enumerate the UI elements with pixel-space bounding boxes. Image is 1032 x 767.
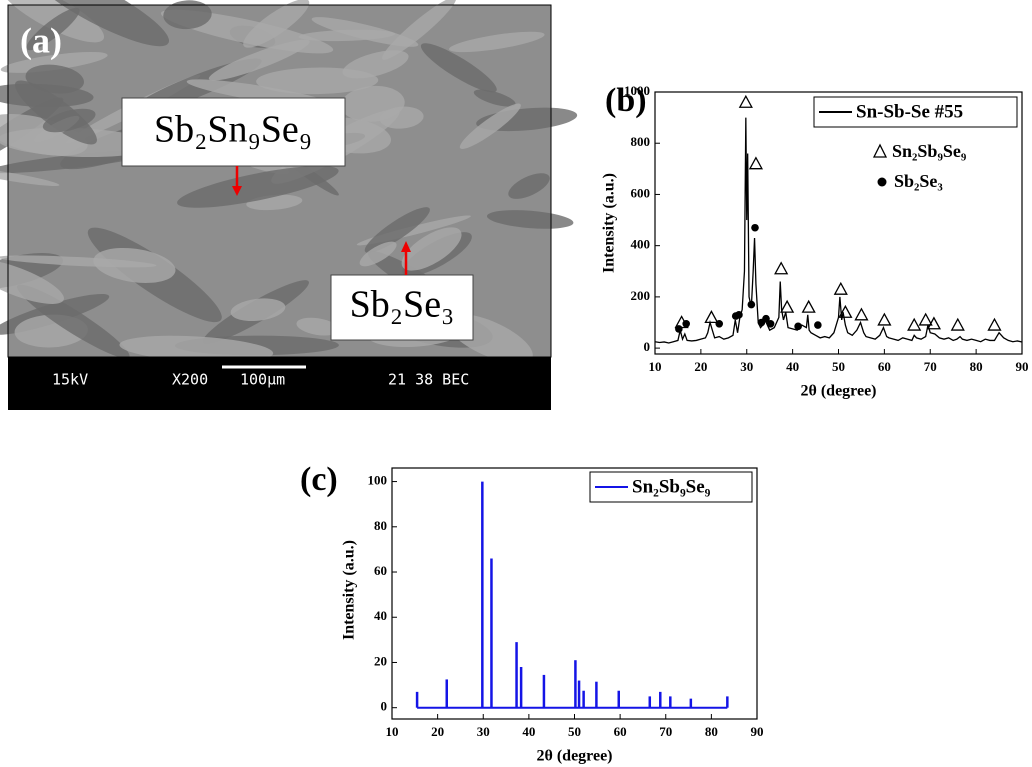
micrograph [0,0,578,374]
x-tick-label: 90 [751,724,764,739]
phase-label: Sb₂Sn₉Se₉ [154,109,312,151]
legend-label: Sn₂Sb₉Se₉ [892,141,967,161]
x-tick-label: 10 [386,724,399,739]
x-tick-label: 30 [477,724,490,739]
triangle-marker [988,319,1000,330]
y-tick-label: 100 [368,473,388,488]
triangle-marker [775,263,787,274]
dot-marker [794,323,802,331]
dot-marker [751,224,759,232]
legend-marker [878,178,887,187]
legend-label: Sn-Sb-Se #55 [856,101,963,122]
y-axis-title: Intensity (a.u.) [601,173,618,273]
y-tick-label: 60 [374,563,387,578]
triangle-marker [878,314,890,325]
triangle-marker [952,319,964,330]
dot-marker [735,311,743,319]
x-tick-label: 60 [878,359,891,374]
dot-marker [715,320,723,328]
y-tick-label: 400 [631,237,651,252]
triangle-marker [750,158,762,169]
magnification: X200 [172,371,208,389]
x-tick-label: 60 [614,724,627,739]
triangle-marker [705,311,717,322]
x-tick-label: 90 [1016,359,1029,374]
dot-marker [767,320,775,328]
triangle-marker [781,301,793,312]
scale-label: 100µm [240,371,285,389]
legend-label: Sb₂Se₃ [894,171,943,191]
triangle-marker [835,283,847,294]
page: 15kV X200 100µm 21 38 BEC (a) Sb₂Sn₉Se₉ … [0,0,1032,767]
y-tick-label: 200 [631,288,651,303]
dot-marker [814,321,822,329]
panel-label: (c) [300,461,338,498]
x-tick-label: 50 [568,724,581,739]
triangle-marker [908,319,920,330]
xrd-line [655,118,1022,343]
y-tick-label: 20 [374,653,387,668]
x-tick-label: 70 [924,359,937,374]
voltage: 15kV [52,371,88,389]
x-axis-title: 2θ (degree) [536,748,612,765]
y-tick-label: 600 [631,185,651,200]
y-axis-title: Intensity (a.u.) [341,540,358,640]
triangle-marker [803,301,815,312]
x-tick-label: 10 [649,359,662,374]
legend-label: Sn₂Sb₉Se₉ [632,476,711,497]
y-tick-label: 0 [381,699,388,714]
y-tick-label: 0 [644,339,651,354]
phase-label: Sb₂Se₃ [350,284,455,326]
figure: 15kV X200 100µm 21 38 BEC (a) Sb₂Sn₉Se₉ … [0,0,1032,767]
panel-label: (b) [605,82,647,119]
info: 21 38 BEC [388,371,469,389]
triangle-marker [928,318,940,329]
y-tick-label: 40 [374,608,387,623]
x-tick-label: 50 [832,359,845,374]
panel-label: (a) [20,20,62,60]
x-tick-label: 80 [705,724,718,739]
dot-marker [748,301,756,309]
x-tick-label: 20 [694,359,707,374]
x-tick-label: 80 [970,359,983,374]
triangle-marker [920,314,932,325]
x-tick-label: 30 [740,359,753,374]
x-axis-title: 2θ (degree) [800,383,876,400]
x-tick-label: 40 [522,724,535,739]
triangle-marker [740,96,752,107]
y-tick-label: 800 [631,134,651,149]
dot-marker [675,325,683,333]
triangle-marker [855,309,867,320]
y-tick-label: 80 [374,518,387,533]
dot-marker [682,320,690,328]
legend-marker [874,145,886,157]
x-tick-label: 20 [431,724,444,739]
x-tick-label: 70 [659,724,672,739]
x-tick-label: 40 [786,359,799,374]
